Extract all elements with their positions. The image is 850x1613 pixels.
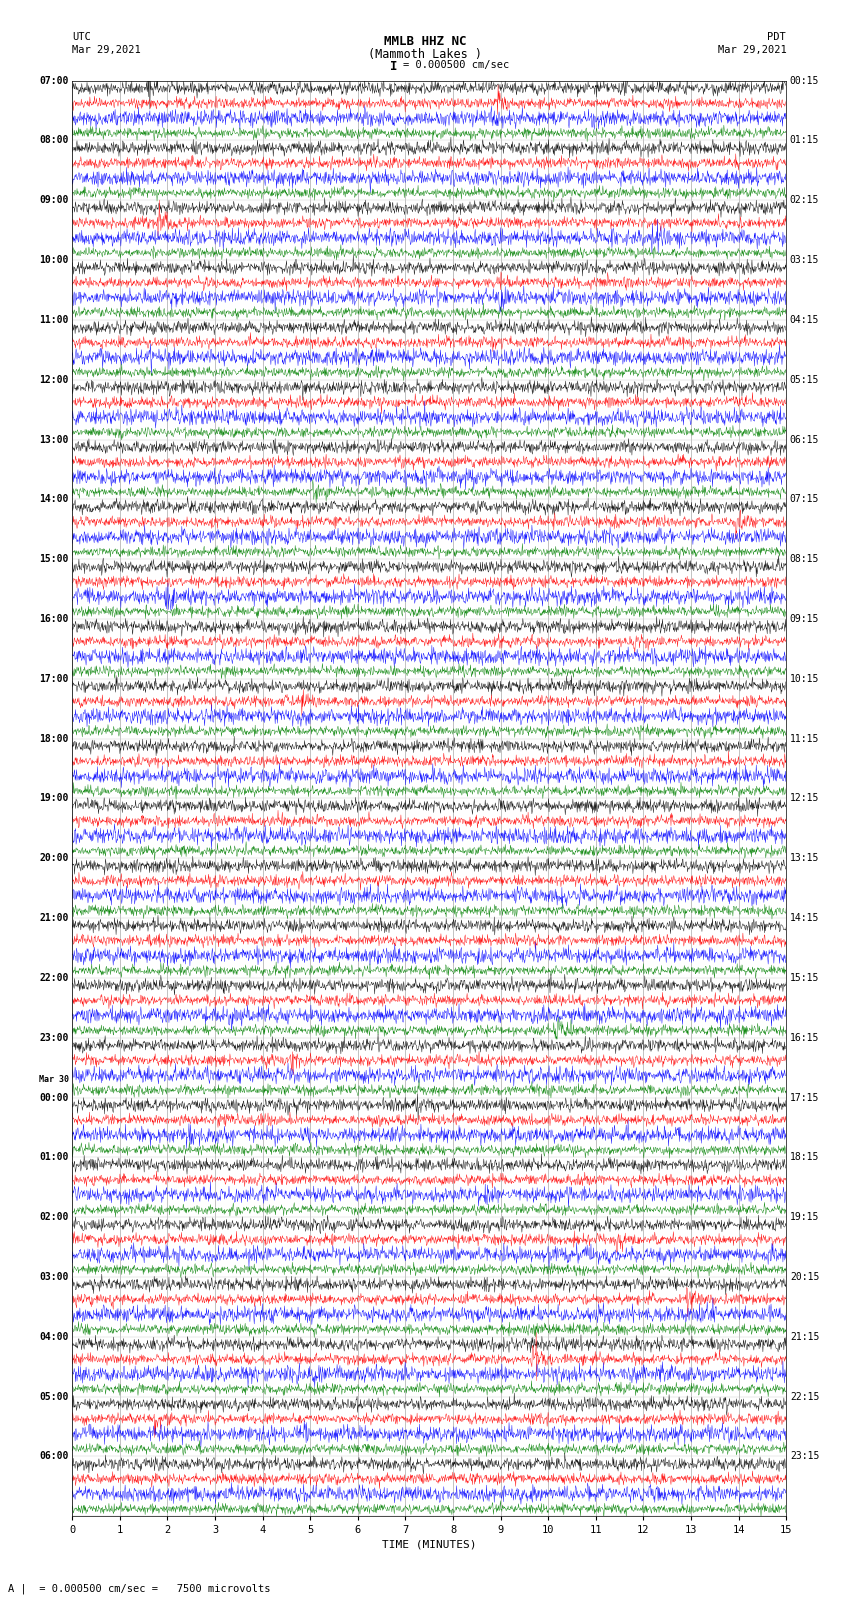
Text: 11:00: 11:00 [39, 315, 69, 324]
Text: 04:15: 04:15 [790, 315, 819, 324]
Text: 17:15: 17:15 [790, 1092, 819, 1103]
Text: 10:00: 10:00 [39, 255, 69, 265]
Text: 05:00: 05:00 [39, 1392, 69, 1402]
Text: 00:15: 00:15 [790, 76, 819, 85]
Text: 15:00: 15:00 [39, 555, 69, 565]
Text: 02:00: 02:00 [39, 1211, 69, 1223]
Text: 04:00: 04:00 [39, 1332, 69, 1342]
Text: Mar 29,2021: Mar 29,2021 [717, 45, 786, 55]
Text: 19:15: 19:15 [790, 1211, 819, 1223]
Text: 23:15: 23:15 [790, 1452, 819, 1461]
Text: 21:00: 21:00 [39, 913, 69, 923]
Text: 06:15: 06:15 [790, 434, 819, 445]
Text: 02:15: 02:15 [790, 195, 819, 205]
Text: 23:00: 23:00 [39, 1032, 69, 1042]
Text: 08:15: 08:15 [790, 555, 819, 565]
Text: 09:15: 09:15 [790, 615, 819, 624]
Text: 18:15: 18:15 [790, 1152, 819, 1163]
Text: 22:00: 22:00 [39, 973, 69, 982]
X-axis label: TIME (MINUTES): TIME (MINUTES) [382, 1539, 477, 1550]
Text: 17:00: 17:00 [39, 674, 69, 684]
Text: 06:00: 06:00 [39, 1452, 69, 1461]
Text: 16:15: 16:15 [790, 1032, 819, 1042]
Text: 05:15: 05:15 [790, 374, 819, 386]
Text: 07:00: 07:00 [39, 76, 69, 85]
Text: 12:00: 12:00 [39, 374, 69, 386]
Text: 14:00: 14:00 [39, 494, 69, 505]
Text: 19:00: 19:00 [39, 794, 69, 803]
Text: 20:15: 20:15 [790, 1273, 819, 1282]
Text: 20:00: 20:00 [39, 853, 69, 863]
Text: 09:00: 09:00 [39, 195, 69, 205]
Text: 13:00: 13:00 [39, 434, 69, 445]
Text: I: I [390, 60, 397, 73]
Text: Mar 30: Mar 30 [39, 1076, 69, 1084]
Text: UTC: UTC [72, 32, 91, 42]
Text: 15:15: 15:15 [790, 973, 819, 982]
Text: 01:00: 01:00 [39, 1152, 69, 1163]
Text: 18:00: 18:00 [39, 734, 69, 744]
Text: A |  = 0.000500 cm/sec =   7500 microvolts: A | = 0.000500 cm/sec = 7500 microvolts [8, 1582, 271, 1594]
Text: 01:15: 01:15 [790, 135, 819, 145]
Text: 07:15: 07:15 [790, 494, 819, 505]
Text: 00:00: 00:00 [39, 1092, 69, 1103]
Text: 10:15: 10:15 [790, 674, 819, 684]
Text: 21:15: 21:15 [790, 1332, 819, 1342]
Text: 13:15: 13:15 [790, 853, 819, 863]
Text: (Mammoth Lakes ): (Mammoth Lakes ) [368, 48, 482, 61]
Text: 12:15: 12:15 [790, 794, 819, 803]
Text: 08:00: 08:00 [39, 135, 69, 145]
Text: = 0.000500 cm/sec: = 0.000500 cm/sec [403, 60, 509, 69]
Text: PDT: PDT [768, 32, 786, 42]
Text: MMLB HHZ NC: MMLB HHZ NC [383, 35, 467, 48]
Text: 03:15: 03:15 [790, 255, 819, 265]
Text: Mar 29,2021: Mar 29,2021 [72, 45, 141, 55]
Text: 22:15: 22:15 [790, 1392, 819, 1402]
Text: 16:00: 16:00 [39, 615, 69, 624]
Text: 14:15: 14:15 [790, 913, 819, 923]
Text: 03:00: 03:00 [39, 1273, 69, 1282]
Text: 11:15: 11:15 [790, 734, 819, 744]
